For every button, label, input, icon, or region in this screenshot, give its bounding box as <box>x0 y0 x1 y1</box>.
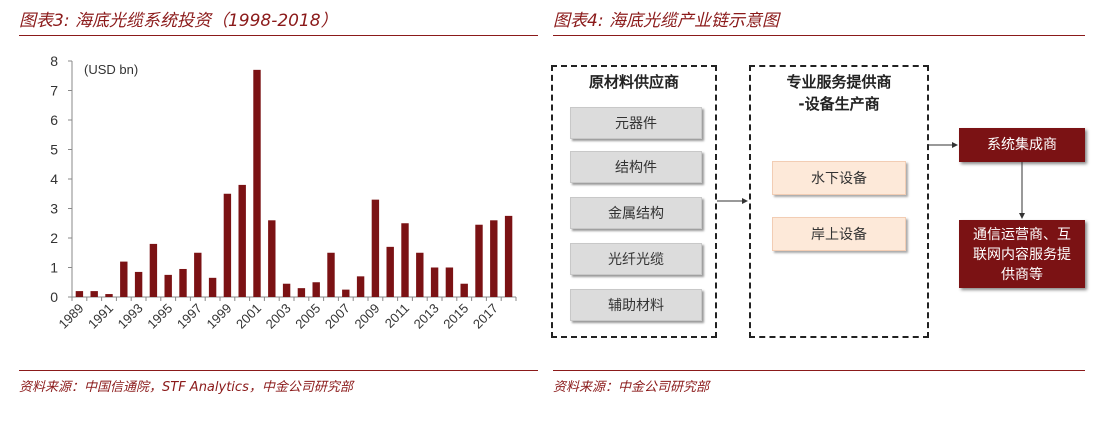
bar <box>282 283 291 297</box>
x-tick-label: 1995 <box>144 301 175 332</box>
bar <box>134 271 143 297</box>
y-tick-label: 0 <box>50 289 58 305</box>
bar <box>105 294 113 297</box>
diagram-source: 资料来源：中金公司研究部 <box>553 380 710 395</box>
bar <box>194 252 202 297</box>
bar <box>356 276 365 297</box>
operators-line2: 联网内容服务提 <box>973 247 1071 263</box>
bar <box>386 246 394 297</box>
y-tick-label: 4 <box>50 171 58 187</box>
bar <box>149 243 158 297</box>
bar <box>208 277 217 297</box>
item-underwater-equipment: 水下设备 <box>772 161 906 195</box>
x-tick-label: 2015 <box>440 301 471 332</box>
chart-source: 资料来源：中国信通院，STF Analytics，中金公司研究部 <box>19 380 353 395</box>
x-tick-label: 2001 <box>233 301 264 332</box>
y-tick-label: 6 <box>50 112 58 128</box>
operators-line3: 供商等 <box>1001 267 1043 283</box>
bar <box>445 267 454 297</box>
equipment-provider-box: 专业服务提供商 -设备生产商 水下设备 岸上设备 <box>749 65 929 338</box>
y-tick-label: 8 <box>50 53 58 69</box>
bar <box>460 283 468 297</box>
bar <box>401 223 409 297</box>
chart-title: 图表3: 海底光缆系统投资（1998-2018） <box>19 11 338 31</box>
y-tick-label: 1 <box>50 260 58 276</box>
bar <box>504 215 513 297</box>
x-tick-label: 2009 <box>351 301 382 332</box>
bar <box>371 199 380 297</box>
bar <box>179 268 187 297</box>
title-rule-right <box>553 35 1085 36</box>
x-tick-label: 2013 <box>411 301 442 332</box>
item-optical-cable: 光纤光缆 <box>570 243 702 275</box>
bar <box>238 184 246 297</box>
unit-label: (USD bn) <box>84 62 138 77</box>
x-tick-label: 1997 <box>174 301 205 332</box>
bar <box>490 220 498 297</box>
x-tick-label: 1991 <box>85 301 116 332</box>
bar <box>75 291 84 297</box>
y-tick-label: 7 <box>50 83 58 99</box>
x-tick-label: 2017 <box>470 301 501 332</box>
bar <box>297 288 306 297</box>
x-tick-label: 1989 <box>55 301 86 332</box>
title-rule-left <box>19 35 538 36</box>
bar <box>342 289 350 297</box>
y-tick-label: 3 <box>50 201 58 217</box>
x-tick-label: 2011 <box>382 301 412 331</box>
bar <box>312 282 320 297</box>
bar-chart: 0 1 2 3 4 5 6 7 8 (USD bn) 19891991199319951997199… <box>50 53 517 332</box>
raw-materials-box: 原材料供应商 元器件 结构件 金属结构 光纤光缆 辅助材料 <box>551 65 717 338</box>
y-tick-label: 2 <box>50 230 58 246</box>
source-rule-right <box>553 370 1085 371</box>
diagram-title: 图表4: 海底光缆产业链示意图 <box>553 11 779 31</box>
item-metal-structure: 金属结构 <box>570 197 702 229</box>
equipment-title-line2: -设备生产商 <box>798 95 880 113</box>
operators-box: 通信运营商、互 联网内容服务提 供商等 <box>959 220 1085 288</box>
bar <box>223 193 232 297</box>
item-auxiliary-materials: 辅助材料 <box>570 289 702 321</box>
bar <box>90 291 98 297</box>
bar <box>253 69 261 297</box>
bar <box>164 274 172 297</box>
item-structural-parts: 结构件 <box>570 151 702 183</box>
bar <box>475 224 483 297</box>
item-shore-equipment: 岸上设备 <box>772 217 906 251</box>
y-tick-label: 5 <box>50 142 58 158</box>
bar <box>120 261 128 297</box>
x-tick-label: 2005 <box>292 301 323 332</box>
bar <box>268 220 276 297</box>
operators-line1: 通信运营商、互 <box>973 227 1071 243</box>
x-tick-label: 2003 <box>263 301 294 332</box>
raw-materials-title: 原材料供应商 <box>588 73 679 91</box>
bar <box>416 252 424 297</box>
x-tick-label: 2007 <box>322 301 353 332</box>
system-integrator-box: 系统集成商 <box>959 128 1085 162</box>
item-components: 元器件 <box>570 107 702 139</box>
x-tick-label: 1993 <box>115 301 146 332</box>
bar <box>327 252 335 297</box>
equipment-title-line1: 专业服务提供商 <box>786 73 892 91</box>
x-tick-label: 1999 <box>203 301 234 332</box>
source-rule-left <box>19 370 538 371</box>
bar <box>430 267 439 297</box>
